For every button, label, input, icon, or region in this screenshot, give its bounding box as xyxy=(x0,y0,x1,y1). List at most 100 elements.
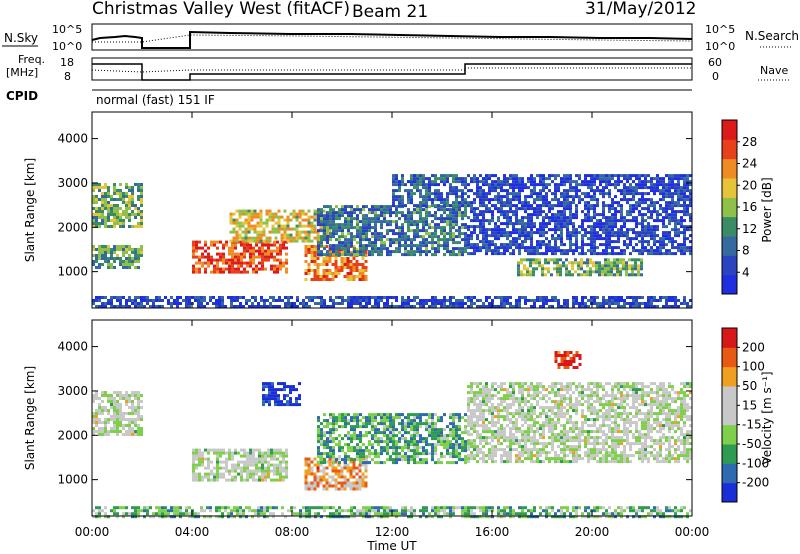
heatmap-cell xyxy=(467,195,470,199)
heatmap-cell xyxy=(488,296,491,299)
heatmap-cell xyxy=(557,189,560,193)
heatmap-cell xyxy=(602,180,605,184)
heatmap-cell xyxy=(352,463,356,467)
heatmap-cell xyxy=(422,238,425,242)
heatmap-cell xyxy=(437,177,440,181)
heatmap-cell xyxy=(449,253,452,257)
heatmap-cell xyxy=(565,264,568,268)
heatmap-cell xyxy=(398,455,401,459)
heatmap-cell xyxy=(641,234,644,238)
heatmap-cell xyxy=(207,255,210,259)
heatmap-cell xyxy=(362,461,365,465)
heatmap-cell xyxy=(539,204,542,208)
heatmap-cell xyxy=(380,416,383,420)
heatmap-cell xyxy=(593,299,596,302)
heatmap-cell xyxy=(611,234,614,238)
heatmap-cell xyxy=(656,252,659,256)
heatmap-cell xyxy=(542,299,545,302)
heatmap-cell xyxy=(213,240,216,244)
heatmap-cell xyxy=(313,472,317,476)
heatmap-cell xyxy=(389,244,392,248)
heatmap-cell xyxy=(530,183,533,187)
heatmap-cell xyxy=(258,261,261,265)
heatmap-cell xyxy=(563,183,566,187)
heatmap-cell xyxy=(273,454,276,458)
heatmap-cell xyxy=(515,192,518,196)
heatmap-cell xyxy=(362,220,365,224)
heatmap-cell xyxy=(328,257,332,260)
heatmap-cell xyxy=(635,177,638,181)
heatmap-cell xyxy=(268,236,272,240)
heatmap-cell xyxy=(443,217,446,221)
heatmap-cell xyxy=(593,249,596,253)
heatmap-cell xyxy=(356,416,359,420)
heatmap-cell xyxy=(359,413,362,417)
heatmap-cell xyxy=(602,296,605,299)
heatmap-cell xyxy=(458,214,461,218)
heatmap-cell xyxy=(107,189,110,192)
heatmap-cell xyxy=(113,204,116,207)
heatmap-cell xyxy=(377,452,380,456)
heatmap-cell xyxy=(283,230,287,234)
heatmap-cell xyxy=(473,174,476,178)
heatmap-cell xyxy=(110,219,113,222)
heatmap-cell xyxy=(566,225,569,229)
heatmap-cell xyxy=(419,299,422,302)
heatmap-cell xyxy=(361,257,365,260)
heatmap-cell xyxy=(620,210,623,214)
heatmap-cell xyxy=(572,302,575,305)
heatmap-cell xyxy=(277,221,281,225)
heatmap-cell xyxy=(506,222,509,226)
heatmap-cell xyxy=(107,433,110,436)
heatmap-cell xyxy=(650,234,653,238)
heatmap-cell xyxy=(530,180,533,184)
heatmap-cell xyxy=(92,418,95,421)
heatmap-cell xyxy=(341,235,344,239)
heatmap-cell xyxy=(476,219,479,223)
heatmap-cell xyxy=(407,302,410,305)
heatmap-cell xyxy=(647,186,650,190)
heatmap-cell xyxy=(662,198,665,202)
heatmap-cell xyxy=(404,217,407,221)
heatmap-cell xyxy=(419,192,422,196)
heatmap-cell xyxy=(207,457,210,461)
heatmap-cell xyxy=(449,299,452,302)
heatmap-cell xyxy=(553,267,556,271)
heatmap-cell xyxy=(653,305,656,308)
heatmap-cell xyxy=(371,422,374,426)
heatmap-cell xyxy=(307,251,311,254)
heatmap-cell xyxy=(559,273,562,277)
heatmap-cell xyxy=(340,484,344,488)
heatmap-cell xyxy=(524,296,527,299)
heatmap-cell xyxy=(128,195,131,198)
heatmap-cell xyxy=(464,198,467,202)
heatmap-cell xyxy=(107,397,110,400)
heatmap-cell xyxy=(392,180,395,184)
heatmap-cell xyxy=(283,394,286,398)
heatmap-cell xyxy=(292,227,296,231)
heatmap-cell xyxy=(602,195,605,199)
heatmap-cell xyxy=(277,224,281,228)
y-tick-label: 1000 xyxy=(57,265,88,279)
heatmap-cell xyxy=(104,305,107,308)
heatmap-cell xyxy=(565,267,568,271)
heatmap-cell xyxy=(392,195,395,199)
heatmap-cell xyxy=(337,266,341,269)
heatmap-cell xyxy=(584,195,587,199)
heatmap-cell xyxy=(637,264,640,268)
heatmap-cell xyxy=(422,177,425,181)
heatmap-cell xyxy=(533,183,536,187)
heatmap-cell xyxy=(234,451,237,455)
heatmap-cell xyxy=(338,226,341,230)
heatmap-cell xyxy=(542,231,545,235)
heatmap-cell xyxy=(380,253,383,257)
heatmap-cell xyxy=(358,475,362,479)
heatmap-cell xyxy=(386,220,389,224)
heatmap-cell xyxy=(131,430,134,433)
heatmap-cell xyxy=(683,249,686,253)
heatmap-cell xyxy=(500,243,503,247)
heatmap-cell xyxy=(671,216,674,220)
heatmap-cell xyxy=(634,261,637,265)
heatmap-cell xyxy=(592,264,595,268)
heatmap-cell xyxy=(461,180,464,184)
